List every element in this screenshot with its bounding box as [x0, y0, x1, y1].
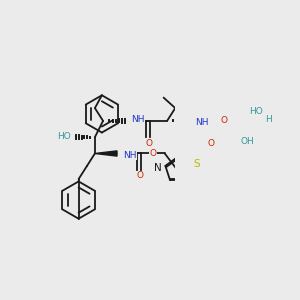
Text: H: H [265, 115, 272, 124]
Text: O: O [136, 171, 143, 180]
Text: HO: HO [57, 131, 70, 140]
Text: O: O [207, 139, 214, 148]
Text: O: O [146, 139, 152, 148]
Text: O: O [150, 149, 157, 158]
Polygon shape [95, 151, 117, 156]
Text: HO: HO [249, 107, 262, 116]
Text: N: N [154, 163, 161, 173]
Text: NH: NH [195, 118, 208, 127]
Text: O: O [220, 116, 228, 125]
Text: NH: NH [123, 151, 136, 160]
Text: OH: OH [241, 137, 254, 146]
Text: S: S [194, 158, 200, 169]
Text: NH: NH [131, 115, 145, 124]
